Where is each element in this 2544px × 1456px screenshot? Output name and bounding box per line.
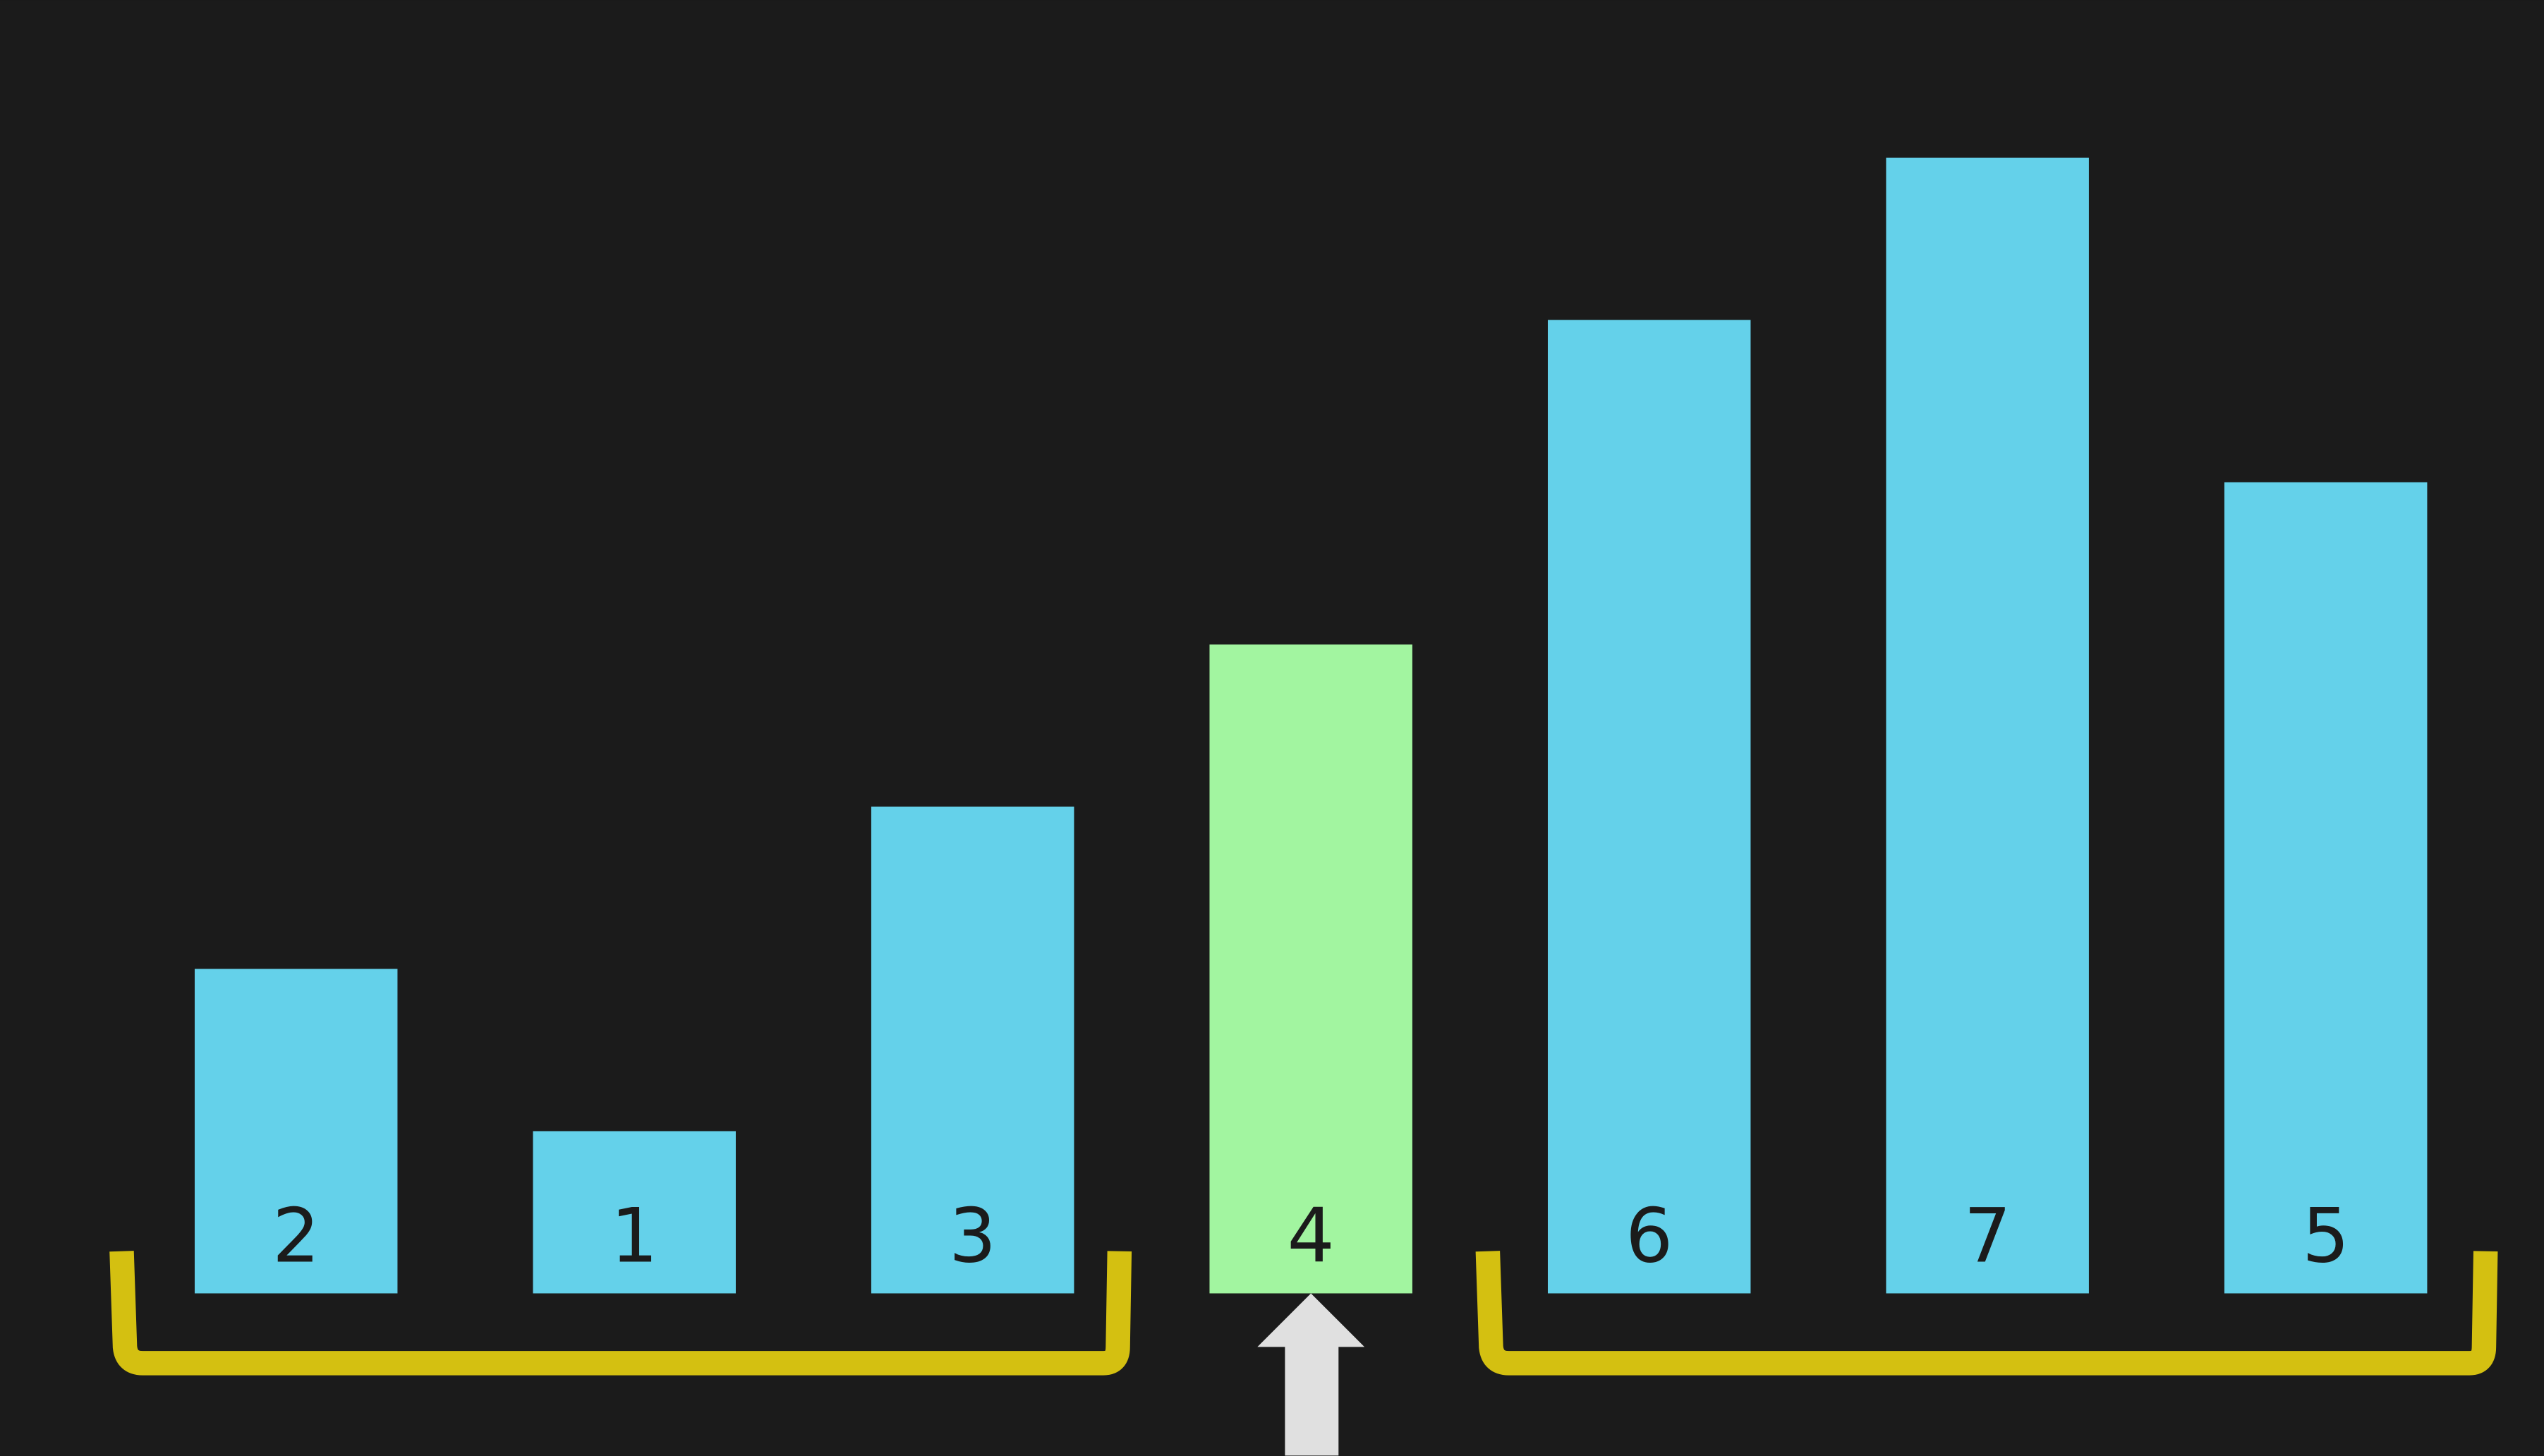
bar [1886,157,2089,1294]
bar [1547,320,1751,1294]
bar-label: 1 [611,1193,658,1280]
bar-label: 3 [949,1193,996,1280]
bar-label: 7 [1964,1193,2011,1280]
bar-label: 5 [2302,1193,2349,1280]
bar-label: 4 [1288,1193,1335,1280]
bar [194,969,398,1294]
bar [533,1131,736,1294]
bar [1209,644,1412,1294]
bars: 2 1 3 4 6 7 5 [194,157,2428,1294]
bar-label: 2 [272,1193,320,1280]
bar [871,806,1074,1294]
left-bracket [109,1251,1132,1376]
right-bracket [1475,1251,2498,1376]
bar [2224,482,2428,1294]
bar-label: 6 [1625,1193,1673,1280]
pivot-arrow [1257,1293,1365,1456]
